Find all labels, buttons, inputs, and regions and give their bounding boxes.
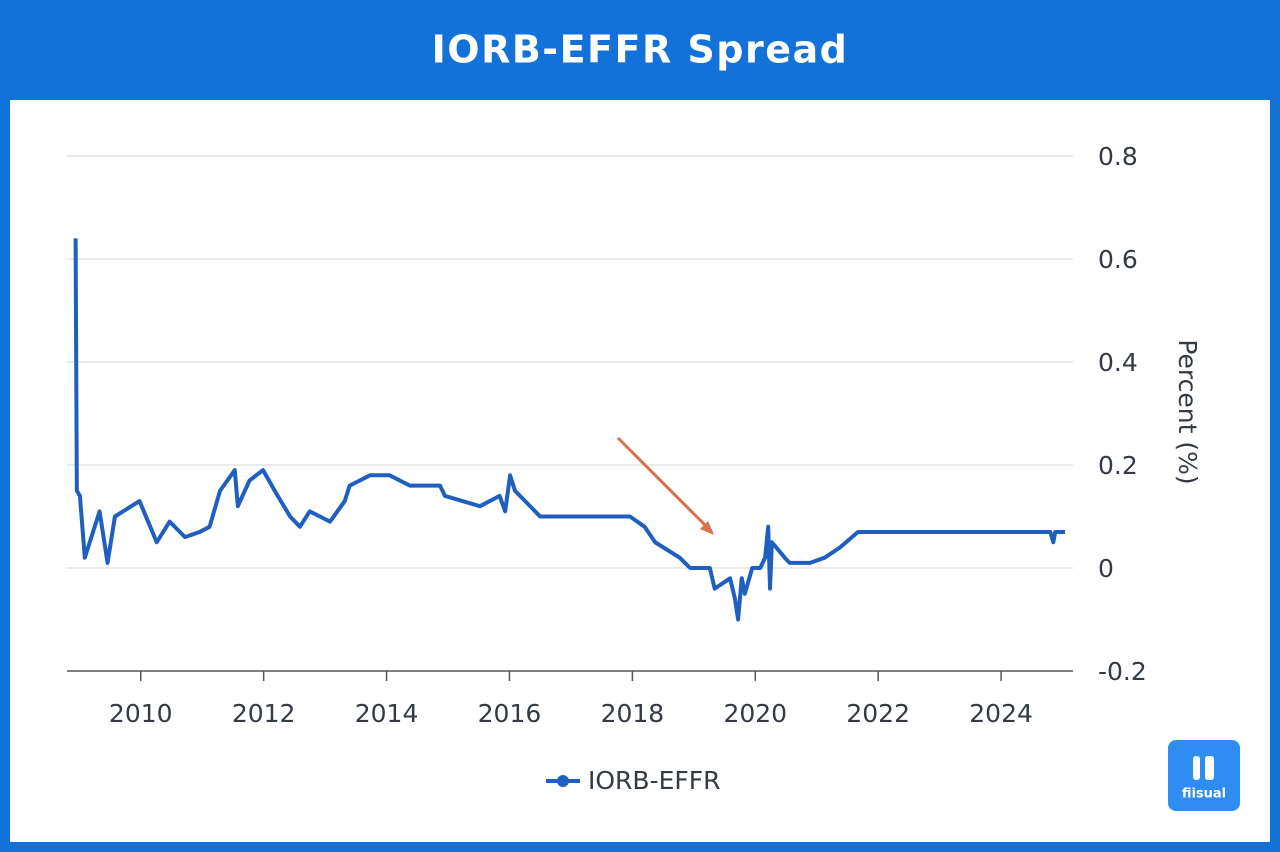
y-axis-label: Percent (%) xyxy=(1173,339,1202,484)
annotation-arrowhead xyxy=(700,521,714,535)
legend-label: IORB-EFFR xyxy=(588,766,721,795)
logo-shape xyxy=(1205,756,1214,780)
x-tick-label: 2016 xyxy=(478,699,542,728)
y-tick-label: 0.8 xyxy=(1098,142,1138,171)
annotation-arrow xyxy=(616,436,714,534)
series-line xyxy=(73,238,1066,622)
chart-title: IORB-EFFR Spread xyxy=(432,28,849,72)
logo: fiisual xyxy=(1168,740,1240,811)
legend-marker xyxy=(557,775,569,787)
y-tick-label: 0 xyxy=(1098,554,1114,583)
x-tick-label: 2018 xyxy=(601,699,665,728)
x-tick-label: 2024 xyxy=(969,699,1033,728)
plot: 0.8 0.6 0.4 0.2 0 -0.2 2010 2012 2014 2016 2018 202… xyxy=(67,142,1147,728)
x-tick-label: 2014 xyxy=(355,699,419,728)
y-tick-label: 0.4 xyxy=(1098,348,1138,377)
logo-box xyxy=(1168,740,1240,811)
y-tick-label: 0.6 xyxy=(1098,245,1138,274)
x-tick-label: 2020 xyxy=(723,699,787,728)
y-tick-label: -0.2 xyxy=(1098,657,1147,686)
panel xyxy=(10,100,1270,842)
x-tick-label: 2012 xyxy=(232,699,296,728)
legend: IORB-EFFR xyxy=(546,766,721,795)
logo-text: fiisual xyxy=(1182,787,1226,802)
x-tick-label: 2010 xyxy=(109,699,173,728)
y-tick-label: 0.2 xyxy=(1098,451,1138,480)
logo-shape xyxy=(1193,756,1200,780)
x-tick-label: 2022 xyxy=(846,699,910,728)
